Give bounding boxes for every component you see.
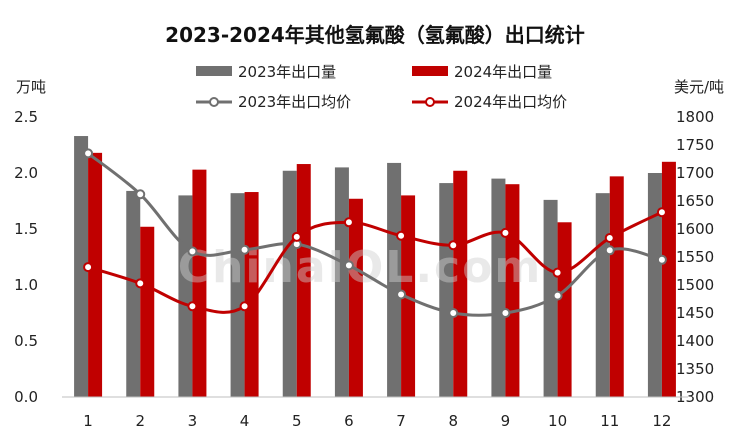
legend-marker-2023-price (209, 97, 219, 107)
left-axis-unit: 万吨 (16, 78, 46, 96)
left-axis-tick-label: 0.5 (14, 332, 38, 350)
left-axis-tick-label: 2.5 (14, 108, 38, 126)
marker-2024-price (448, 240, 459, 251)
legend-swatch-2023-volume (196, 66, 232, 76)
bar-2024-volume (661, 161, 676, 397)
bar-2023-volume (74, 136, 89, 398)
marker-2024-price (343, 217, 354, 228)
marker-2023-price (343, 260, 354, 271)
left-axis-tick-label: 1.5 (14, 220, 38, 238)
right-axis-tick-label: 1550 (676, 248, 714, 266)
bar-2024-volume (192, 169, 207, 397)
bar-2024-volume (296, 164, 311, 397)
right-axis-tick-label: 1350 (676, 360, 714, 378)
marker-2024-price (656, 207, 667, 218)
x-axis-tick-label: 2 (135, 412, 145, 430)
right-axis-tick-label: 1650 (676, 192, 714, 210)
bar-2023-volume (647, 173, 662, 397)
right-axis-tick-label: 1500 (676, 276, 714, 294)
watermark: ChinaIOL.com (178, 242, 542, 293)
right-axis-unit: 美元/吨 (674, 78, 724, 96)
right-axis-tick-label: 1400 (676, 332, 714, 350)
marker-2024-price (552, 267, 563, 278)
marker-2024-price (187, 301, 198, 312)
x-axis-tick-label: 4 (240, 412, 250, 430)
right-axis-tick-label: 1750 (676, 136, 714, 154)
x-axis-tick-label: 5 (292, 412, 302, 430)
marker-2023-price (187, 246, 198, 257)
bar-2024-volume (140, 226, 155, 397)
x-axis-tick-label: 6 (344, 412, 354, 430)
x-axis-tick-label: 11 (600, 412, 619, 430)
bar-2023-volume (595, 193, 610, 397)
left-axis-tick-label: 2.0 (14, 164, 38, 182)
x-axis-tick-label: 3 (188, 412, 198, 430)
left-axis-tick-label: 0.0 (14, 388, 38, 406)
plot-area: 0.00.51.01.52.02.51300135014001450150015… (14, 108, 714, 430)
legend-swatch-2024-volume (412, 66, 448, 76)
bar-2023-volume (387, 162, 402, 397)
bar-2023-volume (230, 193, 245, 397)
left-axis-tick-label: 1.0 (14, 276, 38, 294)
bar-2023-volume (439, 183, 454, 397)
x-axis-tick-label: 7 (396, 412, 406, 430)
bar-2024-volume (88, 152, 103, 397)
line-2023-price (87, 152, 663, 317)
chart-title: 2023-2024年其他氢氟酸（氢氟酸）出口统计 (165, 23, 585, 47)
legend-label-2023-price: 2023年出口均价 (238, 93, 351, 111)
legend-label-2023-volume: 2023年出口量 (238, 63, 336, 81)
right-axis-tick-label: 1300 (676, 388, 714, 406)
marker-2024-price (500, 227, 511, 238)
x-axis-tick-label: 12 (652, 412, 671, 430)
bar-2023-volume (126, 190, 141, 397)
bar-2024-volume (609, 176, 624, 397)
right-axis-tick-label: 1700 (676, 164, 714, 182)
marker-2024-price (83, 262, 94, 273)
marker-2024-price (291, 231, 302, 242)
marker-2024-price (135, 278, 146, 289)
marker-2024-price (396, 230, 407, 241)
bar-2024-volume (244, 192, 259, 397)
x-axis-tick-label: 1 (83, 412, 93, 430)
marker-2023-price (135, 189, 146, 200)
bar-2023-volume (178, 195, 193, 397)
right-axis-tick-label: 1450 (676, 304, 714, 322)
marker-2023-price (239, 244, 250, 255)
right-axis-tick-label: 1600 (676, 220, 714, 238)
marker-2023-price (448, 308, 459, 318)
bar-2024-volume (453, 170, 468, 397)
marker-2023-price (396, 289, 407, 300)
marker-2023-price (604, 245, 615, 256)
marker-2023-price (552, 290, 563, 301)
x-axis-tick-label: 10 (548, 412, 567, 430)
bar-2024-volume (348, 198, 363, 397)
bar-2023-volume (282, 170, 297, 397)
marker-2023-price (656, 254, 667, 265)
x-axis-tick-label: 9 (501, 412, 511, 430)
marker-2024-price (604, 232, 615, 243)
bar-2024-volume (557, 222, 572, 397)
legend-label-2024-volume: 2024年出口量 (454, 63, 552, 81)
legend-label-2024-price: 2024年出口均价 (454, 93, 567, 111)
marker-2024-price (239, 301, 250, 312)
marker-2023-price (83, 148, 94, 159)
legend-marker-2024-price (425, 97, 435, 107)
x-axis-tick-label: 8 (448, 412, 458, 430)
right-axis-tick-label: 1800 (676, 108, 714, 126)
marker-2023-price (500, 308, 511, 318)
legend: 2023年出口量 2024年出口量 2023年出口均价 2024年出口均价 (196, 63, 567, 111)
